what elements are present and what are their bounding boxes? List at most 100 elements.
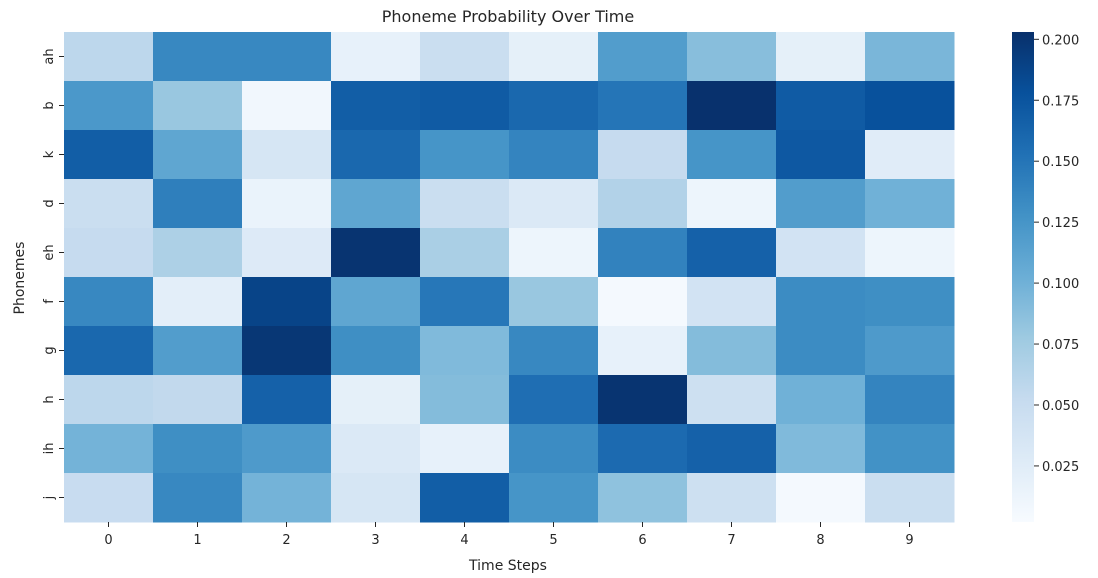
heatmap-cells (64, 32, 955, 523)
heatmap-cell (420, 375, 510, 425)
heatmap-cell (509, 228, 599, 278)
heatmap-cell (64, 473, 154, 523)
heatmap-cell (242, 473, 332, 523)
heatmap-cell (64, 179, 154, 229)
heatmap-cell (865, 375, 955, 425)
heatmap-cell (331, 179, 421, 229)
colorbar-tick-label: 0.125 (1042, 216, 1079, 231)
heatmap-cell (776, 32, 866, 82)
x-axis-label: Time Steps (468, 558, 547, 574)
heatmap-cell (64, 326, 154, 376)
y-tick-label: f (42, 299, 57, 304)
heatmap-cell (687, 179, 777, 229)
heatmap-cell (776, 81, 866, 131)
heatmap-cell (776, 424, 866, 474)
heatmap-cell (64, 130, 154, 180)
heatmap-cell (153, 228, 243, 278)
heatmap-cell (598, 81, 688, 131)
heatmap-cell (598, 424, 688, 474)
heatmap-cell (598, 228, 688, 278)
heatmap-cell (64, 424, 154, 474)
heatmap-cell (242, 326, 332, 376)
heatmap-cell (865, 32, 955, 82)
heatmap-cell (331, 81, 421, 131)
heatmap-cell (598, 326, 688, 376)
heatmap-cell (865, 424, 955, 474)
heatmap-cell (64, 375, 154, 425)
heatmap-cell (509, 130, 599, 180)
heatmap-cell (242, 424, 332, 474)
heatmap-cell (242, 375, 332, 425)
heatmap-cell (153, 130, 243, 180)
y-tick-label: d (42, 199, 57, 207)
heatmap-cell (687, 326, 777, 376)
heatmap-cell (420, 32, 510, 82)
heatmap-cell (153, 424, 243, 474)
heatmap-cell (331, 277, 421, 327)
heatmap-cell (64, 81, 154, 131)
heatmap-cell (509, 424, 599, 474)
heatmap-cell (776, 326, 866, 376)
heatmap-cell (64, 277, 154, 327)
colorbar-tick-label: 0.200 (1042, 33, 1079, 48)
x-tick-label: 9 (905, 533, 913, 548)
x-tick-label: 1 (193, 533, 201, 548)
heatmap-cell (509, 81, 599, 131)
colorbar-tick-label: 0.150 (1042, 155, 1079, 170)
heatmap-cell (420, 179, 510, 229)
heatmap-cell (687, 130, 777, 180)
heatmap-cell (242, 179, 332, 229)
heatmap-cell (776, 277, 866, 327)
heatmap-cell (331, 32, 421, 82)
heatmap-cell (420, 326, 510, 376)
heatmap-cell (153, 375, 243, 425)
heatmap-cell (420, 130, 510, 180)
colorbar-tick-label: 0.050 (1042, 399, 1079, 414)
heatmap-cell (64, 32, 154, 82)
heatmap-cell (509, 179, 599, 229)
y-axis-label: Phonemes (12, 242, 28, 315)
heatmap-cell (242, 130, 332, 180)
y-axis-ticks: ah b k d eh f g h ih j (42, 48, 64, 500)
heatmap-cell (687, 228, 777, 278)
heatmap-cell (242, 277, 332, 327)
heatmap-cell (420, 228, 510, 278)
heatmap-cell (776, 228, 866, 278)
heatmap-cell (865, 81, 955, 131)
heatmap-cell (153, 473, 243, 523)
heatmap-cell (687, 375, 777, 425)
heatmap-cell (153, 277, 243, 327)
heatmap-cell (242, 228, 332, 278)
y-tick-label: eh (42, 244, 57, 260)
colorbar-tick-label: 0.100 (1042, 277, 1079, 292)
y-tick-label: b (42, 101, 57, 109)
x-tick-label: 5 (549, 533, 557, 548)
heatmap-cell (687, 473, 777, 523)
heatmap-cell (420, 473, 510, 523)
heatmap-cell (420, 424, 510, 474)
heatmap-cell (598, 32, 688, 82)
colorbar-tick-label: 0.025 (1042, 460, 1079, 475)
y-tick-label: ih (42, 443, 57, 455)
heatmap-cell (153, 32, 243, 82)
colorbar (1012, 32, 1034, 522)
y-tick-label: g (42, 346, 57, 354)
heatmap-cell (687, 32, 777, 82)
x-tick-label: 2 (282, 533, 290, 548)
heatmap-cell (331, 424, 421, 474)
x-tick-label: 3 (371, 533, 379, 548)
x-axis-ticks: 0 1 2 3 4 5 6 7 8 9 (104, 522, 914, 548)
heatmap-cell (64, 228, 154, 278)
heatmap-cell (331, 473, 421, 523)
heatmap-cell (153, 179, 243, 229)
heatmap-cell (242, 32, 332, 82)
x-tick-label: 8 (816, 533, 824, 548)
heatmap-cell (776, 179, 866, 229)
heatmap-cell (865, 326, 955, 376)
heatmap-cell (509, 326, 599, 376)
heatmap-cell (331, 326, 421, 376)
heatmap-cell (242, 81, 332, 131)
y-tick-label: h (42, 395, 57, 403)
heatmap-cell (598, 375, 688, 425)
x-tick-label: 4 (460, 533, 468, 548)
